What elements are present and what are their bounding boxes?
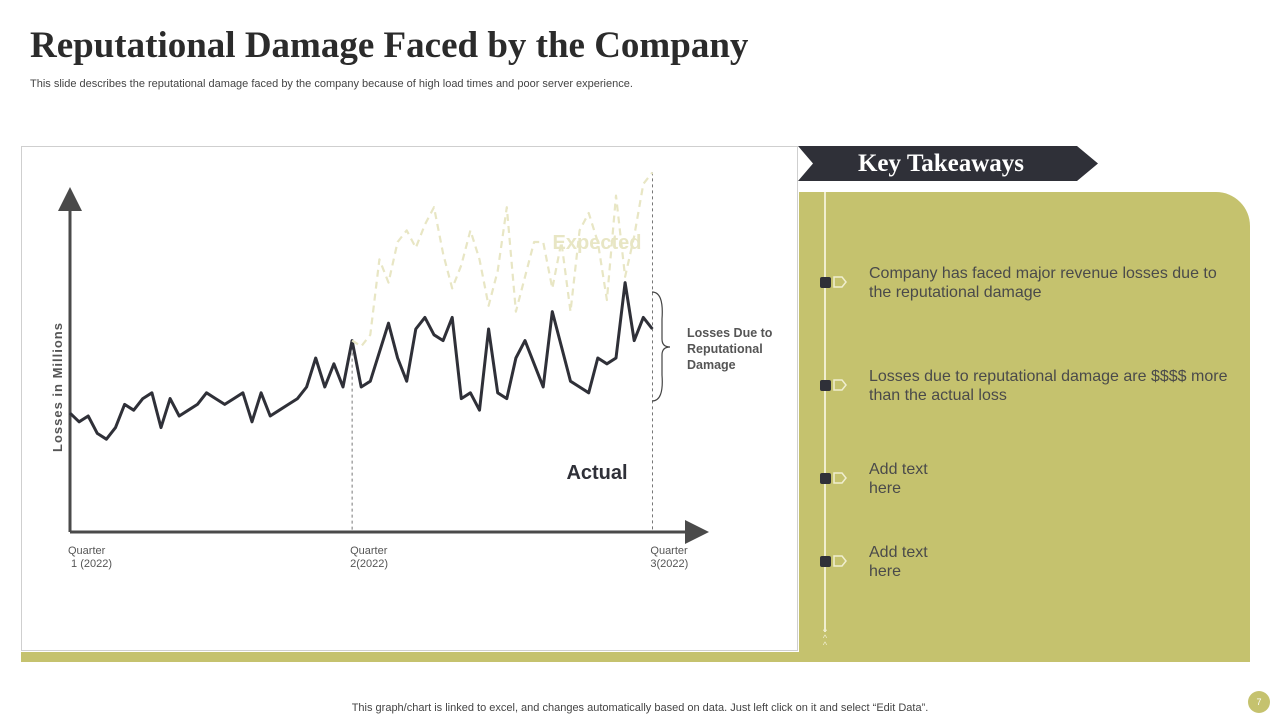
actual-series-label: Actual (566, 462, 627, 484)
y-axis-label: Losses in Millions (50, 322, 65, 452)
takeaway-item: Company has faced major revenue losses d… (869, 265, 1217, 301)
x-tick-label: Quarter 1 (2022) (68, 545, 112, 570)
tag-icon (833, 276, 847, 288)
timeline-line (824, 192, 826, 632)
page-subtitle: This slide describes the reputational da… (30, 78, 633, 90)
key-takeaways-heading: Key Takeaways (857, 150, 1024, 177)
tag-icon (833, 555, 847, 567)
expected-series-label: Expected (553, 232, 642, 254)
chart-frame[interactable]: Losses in Millions Quarter 1 (2022) Quart… (21, 146, 798, 651)
line-chart[interactable]: Losses in Millions Quarter 1 (2022) Quart… (22, 147, 799, 652)
footer-note: This graph/chart is linked to excel, and… (351, 702, 929, 714)
takeaways-panel (799, 192, 1250, 662)
series-line-expected[interactable] (351, 171, 654, 348)
bottom-accent-band (21, 652, 1250, 662)
bullet-marker (820, 556, 831, 567)
bullet-marker (820, 473, 831, 484)
x-tick-label: Quarter 2(2022) (350, 545, 388, 570)
takeaway-item: Add text here (869, 544, 928, 580)
tag-icon (833, 472, 847, 484)
key-takeaways-banner (798, 146, 1098, 181)
losses-annotation: Losses Due to Reputational Damage (687, 326, 773, 372)
x-tick-label: Quarter 3(2022) (650, 545, 688, 570)
bullet-marker (820, 277, 831, 288)
bullet-marker (820, 380, 831, 391)
tag-icon (833, 379, 847, 391)
annotation-brace (651, 291, 671, 402)
page-number: 7 (1248, 691, 1270, 713)
takeaway-item: Losses due to reputational damage are $$… (869, 368, 1228, 404)
timeline-chevrons: ^ ^ ^ (822, 626, 828, 650)
page-title: Reputational Damage Faced by the Company (30, 25, 749, 66)
takeaway-item: Add text here (869, 461, 928, 497)
series-line-actual[interactable] (68, 281, 654, 441)
